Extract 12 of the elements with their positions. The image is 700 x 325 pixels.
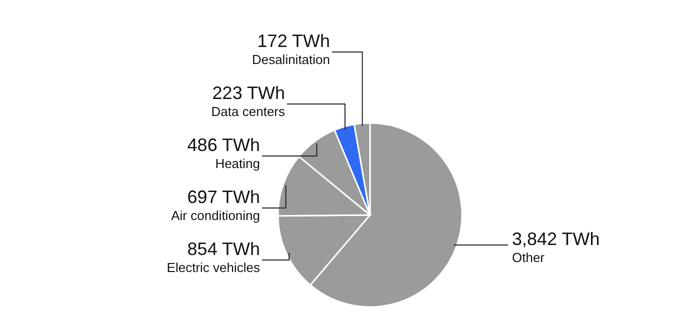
slice-label: Desalinitation [252,52,330,67]
data-label: 854 TWh [187,239,260,259]
slice-label: Data centers [211,104,286,119]
slice-label: Other [512,250,546,265]
data-label: 486 TWh [187,135,260,155]
data-label: 3,842 TWh [512,229,600,249]
slice-label: Air conditioning [171,208,260,223]
slice-label: Heating [215,156,260,171]
slice-label: Electric vehicles [166,260,260,275]
data-label: 172 TWh [257,31,330,51]
data-label: 223 TWh [212,83,285,103]
data-label: 697 TWh [187,187,260,207]
